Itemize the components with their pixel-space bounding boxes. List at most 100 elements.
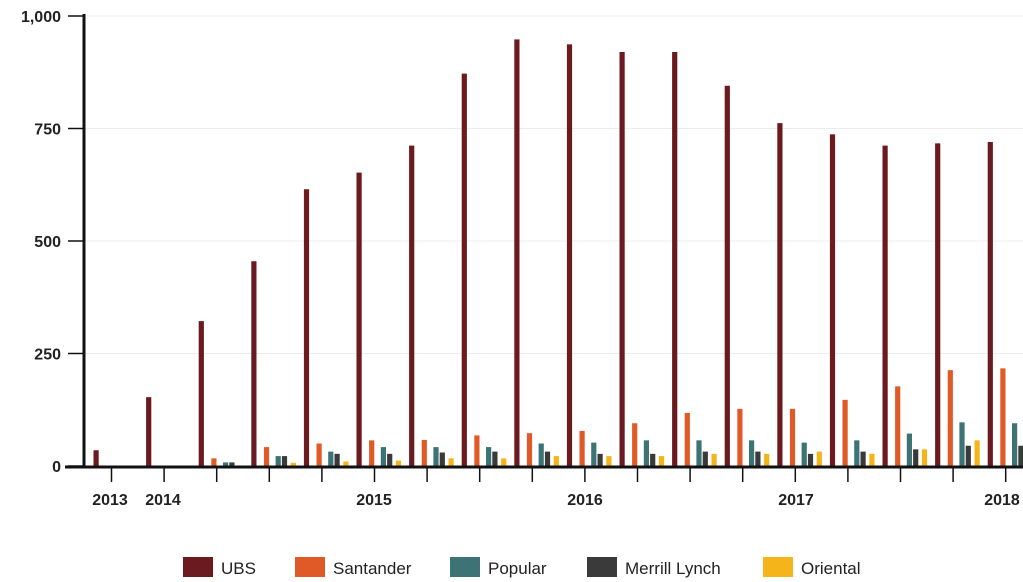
legend-item-popular[interactable]: Popular xyxy=(450,557,547,578)
x-tick-label: 2018 xyxy=(984,492,1020,509)
legend-label: Santander xyxy=(333,559,412,578)
bar-popular xyxy=(223,462,229,466)
bar-santander xyxy=(684,412,690,466)
bar-merrill-lynch xyxy=(807,453,814,466)
bar-oriental xyxy=(764,453,770,466)
bar-santander xyxy=(474,435,480,466)
bar-oriental xyxy=(553,456,559,466)
y-axis-ticks: 0 250 500 750 1,000 xyxy=(21,9,61,476)
bar-ubs xyxy=(987,142,993,466)
bar-merrill-lynch xyxy=(281,456,288,466)
legend-swatch xyxy=(183,557,213,577)
bar-ubs xyxy=(251,261,257,466)
bar-ubs xyxy=(724,85,730,466)
legend-label: Popular xyxy=(488,559,547,578)
bar-popular xyxy=(959,422,965,466)
bar-santander xyxy=(789,408,796,466)
bar-merrill-lynch xyxy=(913,449,919,466)
legend-item-santander[interactable]: Santander xyxy=(295,557,412,578)
bar-ubs xyxy=(146,397,152,466)
bar-santander xyxy=(737,408,743,466)
bar-santander xyxy=(211,458,217,466)
bar-popular xyxy=(643,440,649,466)
bar-popular xyxy=(1012,423,1018,466)
bar-merrill-lynch xyxy=(1018,445,1023,466)
bar-popular xyxy=(854,440,860,466)
y-tick-label: 0 xyxy=(52,459,61,476)
bar-oriental xyxy=(501,458,507,466)
bar-popular xyxy=(591,442,597,466)
legend-item-oriental[interactable]: Oriental xyxy=(763,557,861,578)
bar-merrill-lynch xyxy=(597,453,603,466)
legend-swatch xyxy=(450,557,480,577)
bar-merrill-lynch xyxy=(439,452,445,466)
bar-oriental xyxy=(711,453,717,466)
bar-merrill-lynch xyxy=(755,451,761,466)
y-tick-label: 500 xyxy=(34,234,61,251)
y-tick-label: 750 xyxy=(34,122,61,139)
legend-item-ubs[interactable]: UBS xyxy=(183,557,256,578)
bar-popular xyxy=(801,442,807,466)
legend-item-merrill-lynch[interactable]: Merrill Lynch xyxy=(587,557,721,578)
x-tick-label: 2015 xyxy=(356,492,392,509)
bar-popular xyxy=(275,456,281,466)
bar-popular xyxy=(906,433,912,466)
bar-ubs xyxy=(198,321,204,466)
bar-santander xyxy=(263,447,270,466)
bars xyxy=(93,39,1023,467)
bar-ubs xyxy=(461,73,467,466)
bar-ubs xyxy=(619,52,625,466)
x-tick-label: 2014 xyxy=(145,492,181,509)
bar-santander xyxy=(421,439,427,466)
bar-popular xyxy=(328,451,334,466)
legend: UBS Santander Popular Merrill Lynch Oriental xyxy=(183,557,861,578)
bar-ubs xyxy=(672,52,678,466)
bar-oriental xyxy=(448,458,454,466)
bar-merrill-lynch xyxy=(650,453,656,466)
bar-popular xyxy=(380,447,386,466)
bar-santander xyxy=(632,423,638,466)
legend-swatch xyxy=(295,557,325,577)
bar-popular xyxy=(433,447,439,466)
bar-oriental xyxy=(658,456,665,466)
bar-merrill-lynch xyxy=(334,453,340,466)
bar-ubs xyxy=(93,450,99,466)
bar-ubs xyxy=(829,134,836,466)
bar-popular xyxy=(696,440,702,466)
bar-ubs xyxy=(566,44,573,466)
legend-label: UBS xyxy=(221,559,256,578)
y-tick-label: 1,000 xyxy=(21,9,61,26)
bar-merrill-lynch xyxy=(492,451,498,466)
bar-ubs xyxy=(303,189,310,466)
legend-swatch xyxy=(763,557,793,577)
bar-santander xyxy=(579,430,585,466)
bar-merrill-lynch xyxy=(702,451,708,466)
x-tick-label: 2017 xyxy=(778,492,814,509)
bar-merrill-lynch xyxy=(860,451,866,466)
bar-santander xyxy=(369,440,375,466)
bar-oriental xyxy=(343,461,349,466)
bar-ubs xyxy=(356,172,362,466)
x-axis-ticks: 2013 2014 2015 2016 2017 2018 xyxy=(92,468,1020,509)
legend-label: Oriental xyxy=(801,559,861,578)
bar-popular xyxy=(749,440,755,466)
bar-santander xyxy=(842,399,848,466)
bar-ubs xyxy=(935,143,941,466)
x-tick-label: 2016 xyxy=(567,492,603,509)
bar-santander xyxy=(526,433,533,466)
x-tick-label: 2013 xyxy=(92,492,128,509)
bar-oriental xyxy=(606,456,612,466)
bar-oriental xyxy=(290,462,296,466)
bar-ubs xyxy=(777,123,783,466)
bar-merrill-lynch xyxy=(229,462,235,466)
bar-popular xyxy=(486,447,492,466)
legend-label: Merrill Lynch xyxy=(625,559,721,578)
bar-ubs xyxy=(409,145,415,466)
bar-santander xyxy=(947,370,953,466)
bar-oriental xyxy=(869,453,875,466)
axes xyxy=(65,14,1023,469)
bar-oriental xyxy=(921,449,928,466)
bar-popular xyxy=(538,443,544,466)
bar-merrill-lynch xyxy=(965,445,971,466)
